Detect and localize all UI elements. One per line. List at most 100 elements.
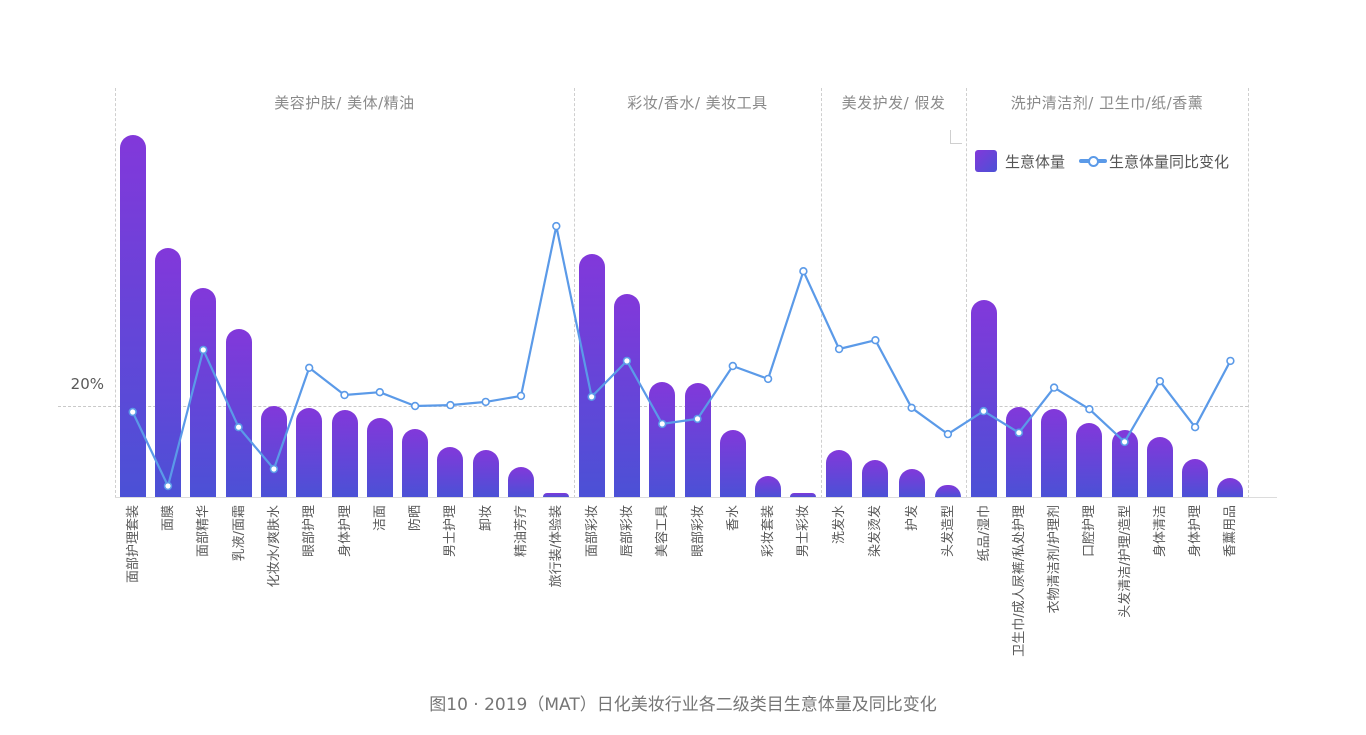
volume-bar xyxy=(472,450,499,497)
x-axis-line xyxy=(115,497,1277,498)
volume-bar xyxy=(508,467,534,497)
x-axis-label: 乳液/面霜 xyxy=(231,505,247,562)
x-axis-label: 身体护理 xyxy=(337,505,353,558)
section-header-skincare: 美容护肤/ 美体/精油 xyxy=(274,94,415,112)
yoy-data-point-marker xyxy=(481,397,490,407)
x-axis-label: 面膜 xyxy=(161,505,176,532)
yoy-data-point-marker xyxy=(763,374,773,384)
volume-bar xyxy=(934,485,961,497)
x-axis-label: 洗发水 xyxy=(832,505,848,545)
x-axis-label: 卸妆 xyxy=(478,505,494,532)
yoy-data-point-marker xyxy=(516,391,526,401)
yoy-legend-marker-icon xyxy=(1079,155,1108,167)
x-axis-label: 男士护理 xyxy=(443,505,459,558)
section-header-makeup: 彩妆/香水/ 美妆工具 xyxy=(627,94,768,112)
volume-bar xyxy=(437,447,464,497)
volume-bar xyxy=(1217,478,1244,497)
x-axis-label: 化妆水/爽肤水 xyxy=(266,505,282,588)
volume-bar xyxy=(898,469,925,497)
volume-bar xyxy=(296,408,323,497)
plot-right-boundary xyxy=(1248,88,1249,498)
x-axis-label: 彩妆套装 xyxy=(761,505,777,558)
volume-bar xyxy=(1146,437,1173,497)
x-axis-label: 护发 xyxy=(904,505,920,532)
yoy-data-point-marker xyxy=(799,267,808,276)
x-axis-label: 面部护理套装 xyxy=(125,505,141,584)
x-axis-label: 卫生巾/成人尿裤/私处护理 xyxy=(1011,505,1027,657)
y-axis-tick-label: 20% xyxy=(70,375,104,393)
yoy-data-point-marker xyxy=(1155,377,1165,386)
volume-bar xyxy=(190,288,217,497)
yoy-data-point-marker xyxy=(552,221,561,231)
plot-left-boundary xyxy=(115,88,116,498)
volume-bar xyxy=(862,460,889,497)
volume-bar xyxy=(402,429,429,497)
volume-bar xyxy=(260,406,287,497)
volume-bar xyxy=(1076,423,1103,497)
x-axis-label: 唇部彩妆 xyxy=(619,505,635,558)
x-axis-label: 男士彩妆 xyxy=(796,505,812,558)
x-axis-label: 洁面 xyxy=(372,505,388,532)
yoy-legend-dot-icon xyxy=(1087,155,1099,167)
x-axis-label: 香薰用品 xyxy=(1223,505,1239,558)
section-divider-1 xyxy=(574,88,575,498)
volume-bar xyxy=(684,383,711,497)
volume-bar xyxy=(366,418,393,497)
x-axis-label: 眼部彩妆 xyxy=(690,505,706,558)
volume-bar xyxy=(1005,407,1032,497)
x-axis-label: 纸品/湿巾 xyxy=(976,505,992,562)
volume-bar xyxy=(1182,459,1209,497)
volume-bar xyxy=(155,248,181,497)
yoy-data-point-marker xyxy=(1049,383,1059,392)
volume-bar xyxy=(1041,409,1068,497)
cursor-artifact xyxy=(950,130,962,144)
x-axis-label: 衣物清洁剂/护理剂 xyxy=(1047,505,1063,614)
volume-legend-swatch-icon xyxy=(975,150,997,172)
x-axis-label: 香水 xyxy=(725,505,741,532)
volume-bar xyxy=(719,430,746,497)
yoy-data-point-marker xyxy=(728,361,737,371)
section-header-cleaning: 洗护清洁剂/ 卫生巾/纸/香薰 xyxy=(1010,94,1204,112)
volume-bar xyxy=(119,135,146,497)
yoy-data-point-marker xyxy=(871,336,880,345)
volume-bar xyxy=(649,382,676,497)
x-axis-label: 面部彩妆 xyxy=(584,505,600,558)
yoy-data-point-marker xyxy=(943,429,953,439)
volume-bar xyxy=(970,300,997,497)
volume-bar xyxy=(225,329,252,497)
x-axis-label: 美容工具 xyxy=(655,505,671,558)
yoy-data-point-marker xyxy=(834,344,844,354)
x-axis-label: 头发造型 xyxy=(940,505,956,558)
x-axis-label: 旅行装/体验装 xyxy=(549,505,565,588)
yoy-legend-label: 生意体量同比变化 xyxy=(1109,152,1230,171)
section-divider-3 xyxy=(966,88,967,498)
figure-caption: 图10 · 2019（MAT）日化美妆行业各二级类目生意体量及同比变化 xyxy=(429,695,937,715)
x-axis-label: 眼部护理 xyxy=(302,505,318,558)
x-axis-label: 身体清洁 xyxy=(1152,505,1168,558)
volume-bar xyxy=(790,493,817,497)
chart-legend: 生意体量 生意体量同比变化 xyxy=(975,150,1229,172)
volume-bar xyxy=(331,410,358,497)
x-axis-label: 面部精华 xyxy=(196,505,212,558)
volume-bar xyxy=(543,493,570,497)
x-axis-label: 身体护理 xyxy=(1188,505,1204,558)
volume-bar xyxy=(1111,430,1138,497)
x-axis-label: 染发烫发 xyxy=(868,505,884,558)
yoy-data-point-marker xyxy=(1226,356,1235,366)
x-axis-label: 防晒 xyxy=(408,505,424,532)
x-axis-label: 精油芳疗 xyxy=(514,505,529,558)
yoy-data-point-marker xyxy=(375,388,384,397)
volume-bar xyxy=(826,450,853,497)
section-header-haircare: 美发护发/ 假发 xyxy=(841,94,946,112)
section-divider-2 xyxy=(821,88,822,498)
volume-bar xyxy=(578,254,605,497)
x-axis-label: 头发清洁/护理/造型 xyxy=(1117,505,1133,618)
yoy-data-point-marker xyxy=(340,390,349,400)
yoy-data-point-marker xyxy=(1190,423,1200,432)
volume-legend-label: 生意体量 xyxy=(1005,152,1066,171)
x-axis-label: 口腔护理 xyxy=(1082,505,1098,558)
volume-bar xyxy=(755,476,782,497)
yoy-data-point-marker xyxy=(305,363,314,372)
volume-bar xyxy=(613,294,640,497)
